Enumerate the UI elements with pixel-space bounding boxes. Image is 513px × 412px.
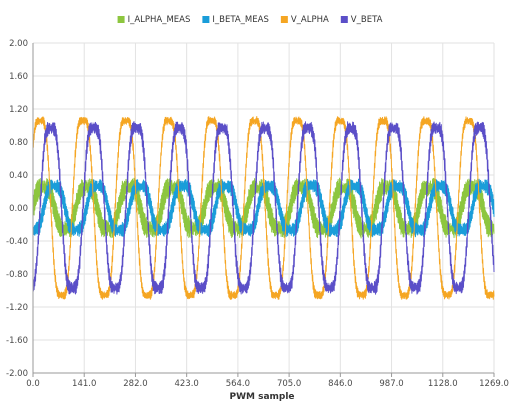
y-tick-label: -0.40 <box>6 237 28 247</box>
y-tick-label: -2.00 <box>6 369 28 379</box>
legend-label: V_ALPHA <box>291 15 329 25</box>
y-tick-label: -1.60 <box>6 336 28 346</box>
series-line-i-beta-meas <box>32 178 495 238</box>
x-tick-label: 705.0 <box>277 379 301 389</box>
x-tick-label: 564.0 <box>226 379 250 389</box>
chart-grid <box>32 42 495 374</box>
x-tick-label: 141.0 <box>72 379 96 389</box>
y-tick-label: 0.80 <box>9 138 28 148</box>
y-tick-label: 1.20 <box>9 105 28 115</box>
legend-swatch <box>117 16 125 23</box>
legend-label: I_BETA_MEAS <box>212 15 268 25</box>
x-tick-label: 282.0 <box>123 379 147 389</box>
legend-swatch <box>280 16 288 23</box>
x-tick-label: 987.0 <box>379 379 403 389</box>
x-axis-ticks: 0.0 141.0 282.0 423.0 564.0 705.0 846.0 987.0 11… <box>26 379 509 389</box>
legend-swatch <box>340 16 348 23</box>
x-tick-label: 0.0 <box>26 379 40 389</box>
x-tick-label: 423.0 <box>174 379 198 389</box>
x-tick-label: 1269.0 <box>479 379 509 389</box>
x-tick-label: 846.0 <box>328 379 352 389</box>
chart-legend: I_ALPHA_MEAS I_BETA_MEAS V_ALPHA V_BETA <box>117 15 383 25</box>
y-tick-label: 0.00 <box>9 204 28 214</box>
x-axis-label: PWM sample <box>229 392 294 402</box>
x-tick-label: 1128.0 <box>428 379 458 389</box>
legend-label: V_BETA <box>351 15 383 25</box>
y-tick-label: -1.20 <box>6 303 28 313</box>
legend-item[interactable]: I_BETA_MEAS <box>202 15 269 25</box>
chart-axes <box>32 43 495 377</box>
y-tick-label: -0.80 <box>6 270 28 280</box>
legend-label: I_ALPHA_MEAS <box>128 15 191 25</box>
legend-item[interactable]: V_BETA <box>340 15 383 25</box>
y-tick-label: 1.60 <box>9 72 28 82</box>
y-tick-label: 2.00 <box>9 39 28 49</box>
y-tick-label: 0.40 <box>9 171 28 181</box>
chart-series <box>32 116 495 300</box>
legend-swatch <box>202 16 210 23</box>
y-axis-ticks: 2.00 1.60 1.20 0.80 0.40 0.00 -0.40 -0.80 -1.20 -… <box>6 39 28 379</box>
legend-item[interactable]: V_ALPHA <box>280 15 329 25</box>
series-line-v-beta <box>32 121 495 295</box>
legend-item[interactable]: I_ALPHA_MEAS <box>117 15 191 25</box>
